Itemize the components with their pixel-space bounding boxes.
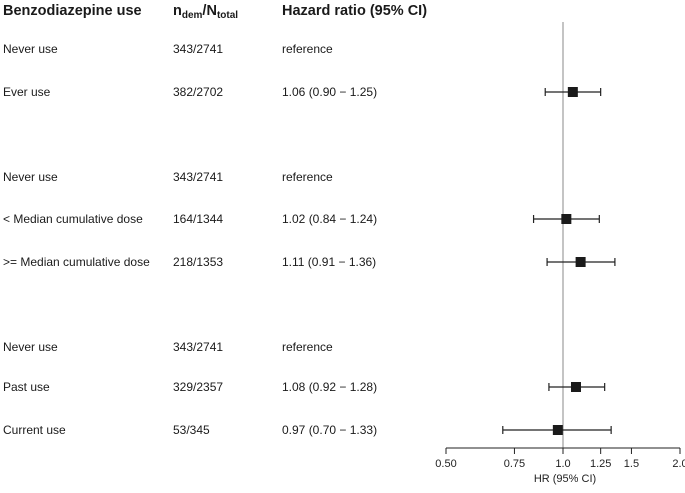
row-label: Past use xyxy=(3,380,50,394)
x-tick-label: 1.25 xyxy=(590,458,611,470)
row-label: Never use xyxy=(3,170,58,184)
row-hr-text: reference xyxy=(282,42,333,56)
row-hr-text: 1.08 (0.92 − 1.28) xyxy=(282,380,378,394)
row-hr-text: 0.97 (0.70 − 1.33) xyxy=(282,423,378,437)
row-counts: 164/1344 xyxy=(173,212,224,226)
row-label: Never use xyxy=(3,42,58,56)
x-tick-label: 1.0 xyxy=(555,458,570,470)
row-label: Current use xyxy=(3,423,66,437)
row-hr-text: reference xyxy=(282,340,333,354)
header-counts: ndem/Ntotal xyxy=(173,2,238,25)
header-N: N xyxy=(206,3,217,19)
point-estimate xyxy=(575,257,586,267)
point-estimate xyxy=(570,382,581,392)
x-tick-label: 0.75 xyxy=(504,458,525,470)
x-axis-label: HR (95% CI) xyxy=(534,473,596,485)
header-n: n xyxy=(173,3,182,19)
row-label: Ever use xyxy=(3,85,51,99)
header-n-sub: dem xyxy=(181,10,203,21)
header-exposure: Benzodiazepine use xyxy=(3,3,142,19)
row-counts: 218/1353 xyxy=(173,255,224,269)
row-hr-text: reference xyxy=(282,170,333,184)
row-hr-text: 1.06 (0.90 − 1.25) xyxy=(282,85,378,99)
point-estimate xyxy=(567,87,578,97)
point-estimate xyxy=(552,425,563,435)
row-counts: 343/2741 xyxy=(173,170,224,184)
row-counts: 329/2357 xyxy=(173,380,224,394)
x-tick-label: 2.0 xyxy=(672,458,685,470)
header-hazard-ratio: Hazard ratio (95% CI) xyxy=(282,3,428,19)
row-counts: 382/2702 xyxy=(173,85,224,99)
row-counts: 343/2741 xyxy=(173,340,224,354)
x-tick-label: 1.5 xyxy=(624,458,639,470)
row-hr-text: 1.11 (0.91 − 1.36) xyxy=(282,255,377,269)
point-estimate xyxy=(561,214,572,224)
row-label: >= Median cumulative dose xyxy=(3,255,150,269)
header-slash: / xyxy=(202,3,207,19)
header-N-sub: total xyxy=(216,10,239,21)
row-hr-text: 1.02 (0.84 − 1.24) xyxy=(282,212,378,226)
row-counts: 343/2741 xyxy=(173,42,224,56)
x-tick-label: 0.50 xyxy=(435,458,456,470)
row-label: < Median cumulative dose xyxy=(3,212,143,226)
row-counts: 53/345 xyxy=(173,423,210,437)
row-label: Never use xyxy=(3,340,58,354)
